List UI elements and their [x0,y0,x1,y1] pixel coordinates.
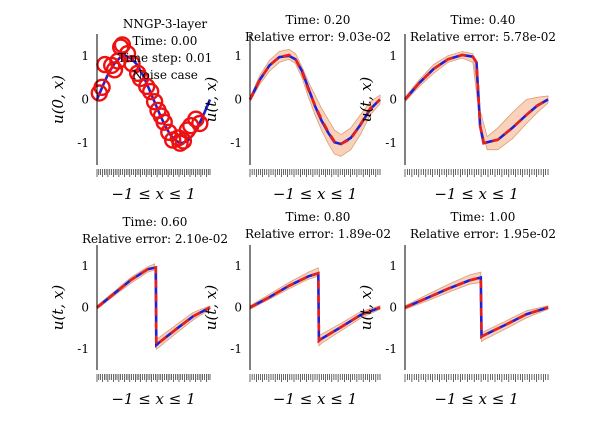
y-tick-label: 1 [389,49,397,63]
observation-marker [93,78,111,97]
y-axis-label: u(t, x) [49,285,67,331]
x-axis-label: −1 ≤ x ≤ 1 [111,390,195,408]
observation-marker [171,134,189,152]
subplot-title-line: Time: 0.00 [133,34,198,48]
y-axis-label: u(0, x) [49,75,67,124]
y-tick-label: -1 [385,136,397,150]
y-axis-label: u(t, x) [202,285,220,331]
y-tick-label: -1 [385,342,397,356]
observation-marker [191,114,209,133]
observation-marker [187,110,205,128]
x-axis-label: −1 ≤ x ≤ 1 [273,390,357,408]
prediction-line [248,53,381,146]
y-tick-label: -1 [230,342,242,356]
observation-marker [137,77,156,96]
observation-marker [118,45,137,63]
y-tick-label: 0 [389,93,397,107]
subplot-4: -1 0 1 −1 ≤ x ≤ 1 u(t, x) Time: 0.60 Relative … [49,215,228,408]
prediction-line [404,53,549,145]
observation-marker [105,61,124,79]
y-tick-label: -1 [230,136,242,150]
y-tick-label: -1 [77,342,89,356]
subplot-title-line: Relative error: 1.95e-02 [410,227,556,241]
subplot-1: -1 0 1 −1 ≤ x ≤ 1 u(0, x) NNGP-3-layer Time: 0… [49,17,212,203]
subplot-title-line: Time: 0.60 [123,215,188,229]
y-axis-label: u(t, x) [357,285,375,331]
subplot-title-line: Relative error: 1.89e-02 [245,227,391,241]
y-tick-label: -1 [77,136,89,150]
y-axis-label: u(t, x) [202,77,220,123]
x-axis-label: −1 ≤ x ≤ 1 [273,185,357,203]
observation-marker [155,113,173,131]
y-tick-label: 0 [234,93,242,107]
x-axis-label: −1 ≤ x ≤ 1 [434,390,518,408]
observation-marker [174,132,193,150]
y-axis-label: u(t, x) [357,77,375,123]
subplot-title-line: Time: 1.00 [451,210,516,224]
y-tick-label: 1 [81,49,89,63]
y-tick-label: 0 [81,301,89,315]
y-tick-label: 1 [389,259,397,273]
observation-marker [145,92,164,111]
uncertainty-band [96,263,211,350]
subplot-6: -1 0 1 −1 ≤ x ≤ 1 u(t, x) Time: 1.00 Relative … [357,210,556,408]
subplot-2: -1 0 1 −1 ≤ x ≤ 1 u(t, x) Time: 0.20 Relative … [202,13,391,203]
exact-solution-line [96,265,211,348]
x-axis-label: −1 ≤ x ≤ 1 [434,185,518,203]
subplot-title-line: Noise case [132,68,198,82]
observation-marker [123,55,141,73]
prediction-line [249,271,381,344]
subplot-title-line: Time step: 0.01 [118,51,212,65]
observation-marker [141,82,160,101]
subplot-title-line: Relative error: 9.03e-02 [245,30,391,44]
subplot-title-line: Time: 0.80 [286,210,351,224]
prediction-line [96,265,211,348]
subplot-title-line: Time: 0.20 [286,13,351,27]
subplot-title-line: NNGP-3-layer [123,17,208,31]
y-tick-label: 0 [389,301,397,315]
x-axis-label: −1 ≤ x ≤ 1 [111,185,195,203]
exact-solution-line [404,275,549,340]
uncertainty-band [404,51,549,151]
observation-marker [113,36,132,54]
y-tick-label: 1 [234,49,242,63]
subplot-title-line: Time: 0.40 [451,13,516,27]
subplot-3: -1 0 1 −1 ≤ x ≤ 1 u(t, x) Time: 0.40 Relative … [357,13,556,203]
y-tick-label: 0 [234,301,242,315]
y-tick-label: 1 [234,259,242,273]
subplot-title-line: Relative error: 5.78e-02 [410,30,556,44]
prediction-line [404,275,549,340]
subplot-title-line: Relative error: 2.10e-02 [82,232,228,246]
uncertainty-band [249,267,381,347]
uncertainty-band [404,271,549,343]
y-tick-label: 0 [81,93,89,107]
subplot-5: -1 0 1 −1 ≤ x ≤ 1 u(t, x) Time: 0.80 Relative … [202,210,391,408]
y-tick-label: 1 [81,259,89,273]
